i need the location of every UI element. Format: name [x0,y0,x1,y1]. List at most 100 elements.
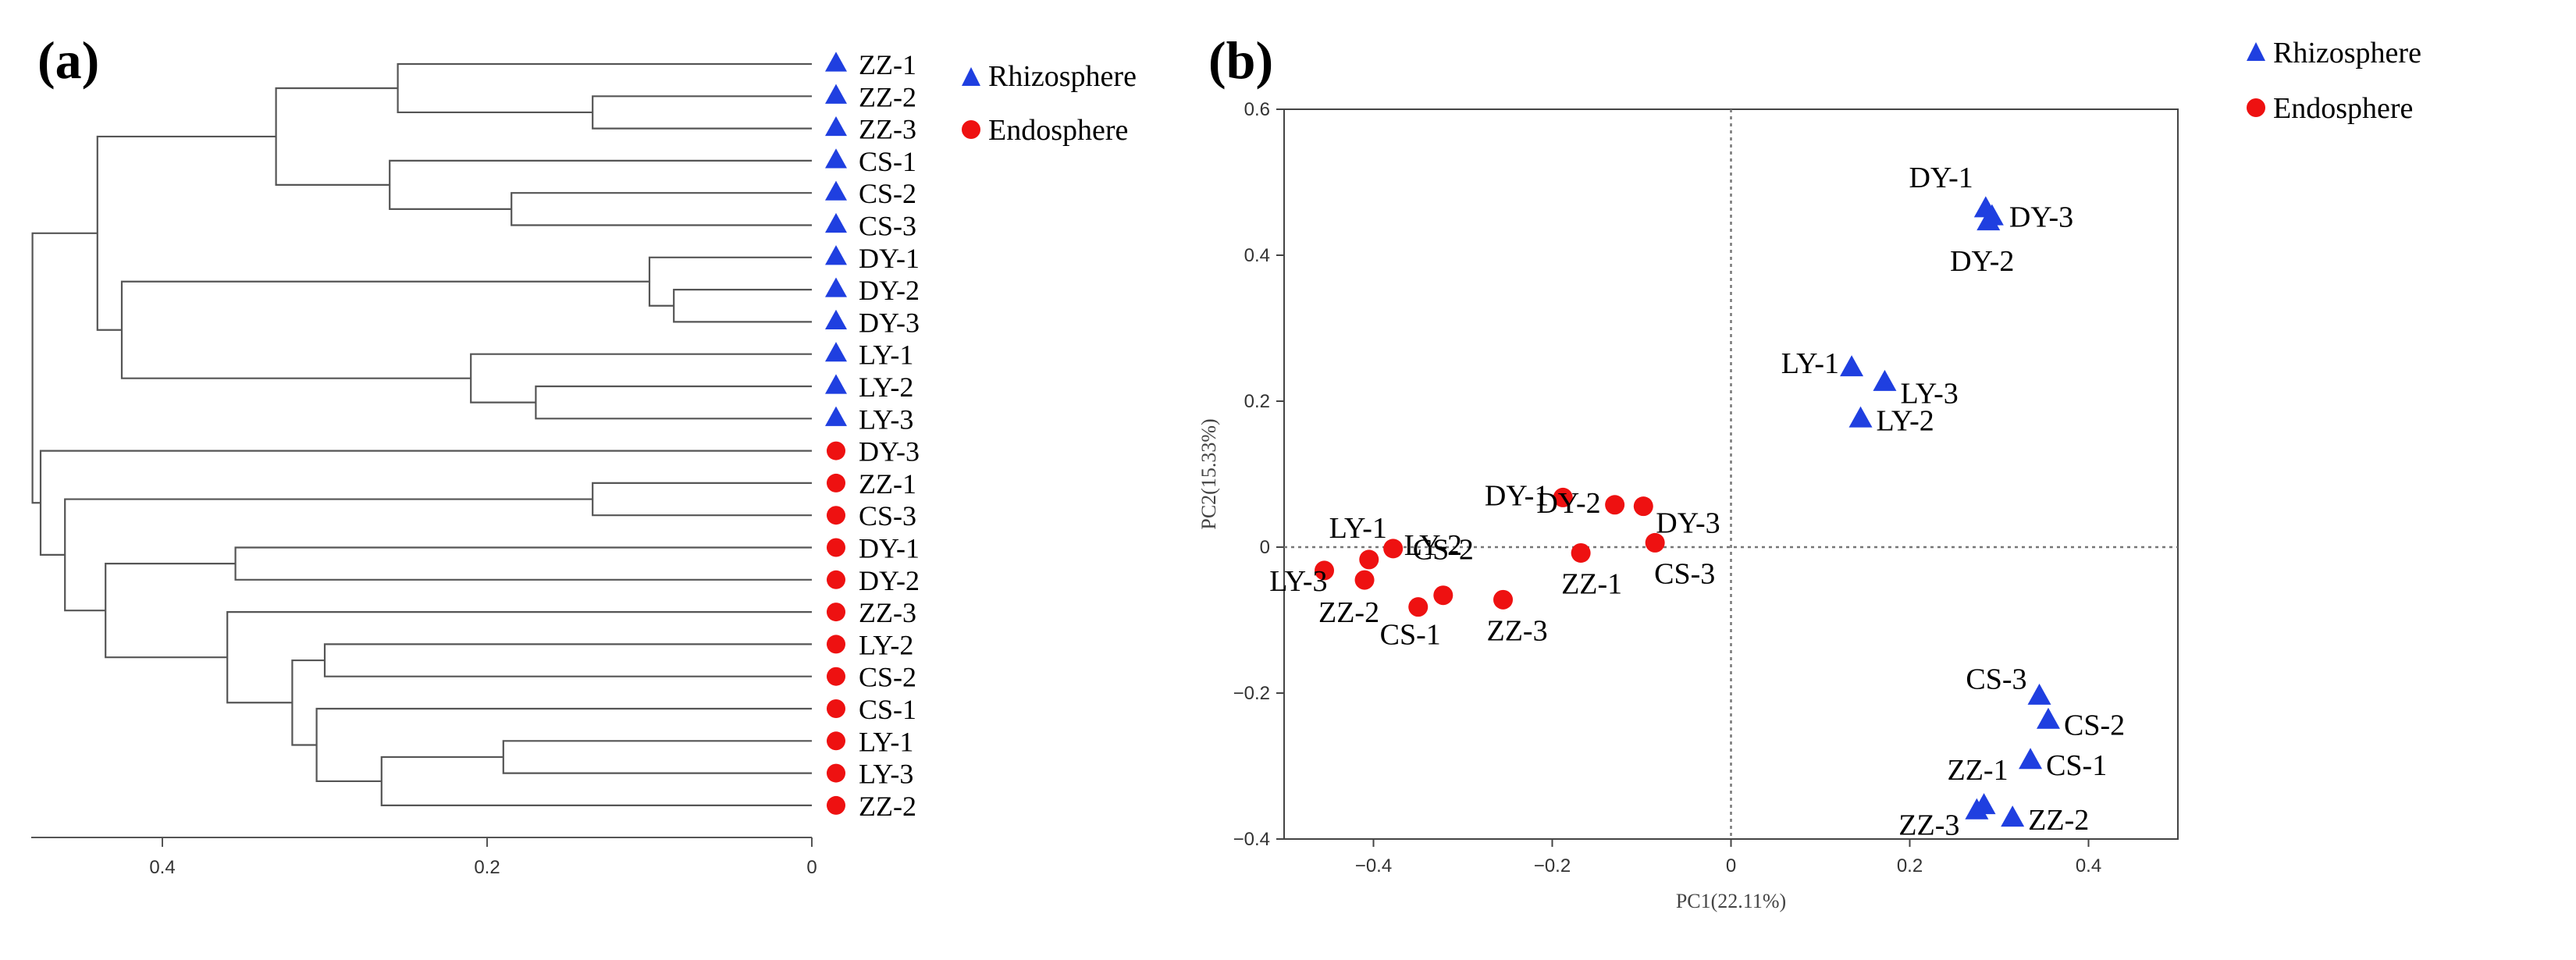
leaf-circle-marker [827,731,845,751]
dendrogram-branch [502,740,812,774]
point-label: DY-1 [1485,479,1549,512]
dendrogram-branch [470,353,812,404]
y-tick-label: 0 [1260,537,1270,558]
panel-a-letter: (a) [37,30,99,90]
leaf-label: DY-2 [859,275,920,306]
rhizosphere-point [1873,369,1897,391]
rhizosphere-point [2001,805,2025,827]
leaf-circle-marker [827,603,845,622]
endosphere-point [1645,532,1665,553]
point-label: LY-3 [1269,565,1327,598]
rhizosphere-point [1848,406,1873,428]
dendrogram-tick-label: 0.4 [149,857,175,878]
dendrogram-leaves: ZZ-1ZZ-2ZZ-3CS-1CS-2CS-3DY-1DY-2DY-3LY-1… [825,49,920,822]
point-label: DY-3 [2009,201,2073,233]
x-tick-label: 0 [1726,855,1736,876]
dendrogram-branch [323,643,812,677]
leaf-circle-marker [827,763,845,783]
leaf-circle-marker [827,795,845,815]
point-label: CS-3 [1654,557,1715,590]
dendrogram-axis: 0.4 0.2 0 [31,837,817,878]
dendrogram-branch [39,450,812,556]
leaf-label: LY-1 [859,726,913,757]
y-tick-label: −0.2 [1233,683,1270,704]
point-label: ZZ-3 [1898,809,1959,841]
x-tick-label: 0.4 [2076,855,2101,876]
leaf-triangle-marker [825,84,847,104]
x-axis-title: PC1(22.11%) [1676,890,1786,912]
rhizosphere-point [2027,683,2051,705]
panel-b-letter: (b) [1208,30,1273,90]
x-tick-label: −0.2 [1534,855,1571,876]
dendrogram-branch [96,135,276,331]
pca-axes: −0.4 −0.2 0 0.2 0.4 −0.4 −0.2 0 0.2 0.4 0.6 [1233,99,2102,876]
leaf-label: LY-2 [859,629,913,660]
leaf-circle-marker [827,506,845,525]
legend-b-endosphere-label: Endosphere [2273,92,2413,125]
dendrogram-tick-label: 0.2 [474,857,500,878]
dendrogram-branch [315,707,812,783]
point-label: LY-3 [1900,378,1958,411]
point-label: CS-2 [2064,709,2125,742]
point-label: LY-2 [1404,529,1462,562]
y-tick-label: 0.4 [1244,245,1270,266]
endosphere-point [1408,597,1429,617]
point-label: DY-2 [1536,487,1600,520]
leaf-triangle-marker [825,180,847,201]
dendrogram-branch [380,756,812,806]
legend-b-endosphere-circle-icon [2247,98,2265,117]
reference-lines [1284,109,2178,839]
rhizosphere-point [1965,798,1989,820]
leaf-circle-marker [827,570,845,589]
dendrogram-branch [234,546,812,581]
leaf-label: CS-1 [859,694,916,725]
legend-a-rhizosphere-triangle-icon [962,67,980,86]
dendrogram-branches [31,62,812,806]
leaf-circle-marker [827,538,845,557]
leaf-triangle-marker [825,148,847,169]
legend-a-endosphere-label: Endosphere [988,114,1128,147]
point-label: ZZ-1 [1561,567,1622,600]
dendrogram-tick-label: 0 [806,857,817,878]
leaf-label: ZZ-2 [859,81,916,112]
leaf-circle-marker [827,699,845,718]
dendrogram-branch [291,659,325,746]
point-label: CS-1 [2046,749,2107,782]
y-tick-label: 0.2 [1244,391,1270,412]
leaf-triangle-marker [825,116,847,137]
point-label: CS-3 [1966,663,2026,696]
y-tick-label: −0.4 [1233,829,1270,850]
leaf-label: ZZ-1 [859,468,916,500]
point-label: ZZ-1 [1947,754,2008,787]
leaf-circle-marker [827,635,845,654]
x-tick-label: −0.4 [1355,855,1392,876]
point-label: LY-2 [1877,404,1934,437]
endosphere-point [1383,539,1404,559]
point-label: LY-1 [1781,347,1839,380]
endosphere-point [1493,589,1514,610]
leaf-label: DY-3 [859,436,920,468]
leaf-label: ZZ-2 [859,791,916,822]
endosphere-point [1315,560,1335,581]
leaf-label: ZZ-3 [859,114,916,145]
pca-panel: (b) −0.4 −0.2 0 0.2 0.4 −0.4 −0.2 0 0.2 0.4 0.6 DY… [1197,30,2421,912]
legend-b: Rhizosphere Endosphere [2247,37,2421,125]
rhizosphere-point [1976,209,2001,231]
rhizosphere-point [2036,707,2060,729]
point-label: CS-1 [1380,619,1441,652]
legend-a: Rhizosphere Endosphere [962,60,1137,147]
endosphere-point [1359,549,1379,570]
leaf-circle-marker [827,473,845,492]
point-label: DY-3 [1656,507,1720,540]
endosphere-point [1571,542,1591,563]
dendrogram-branch [64,498,593,612]
rhizosphere-point [2019,748,2043,770]
dendrogram-branch [105,563,236,659]
y-axis-title: PC2(15.33%) [1197,418,1220,529]
endosphere-point [1605,495,1625,515]
dendrogram-branch [511,192,812,226]
pca-point-labels: DY-1DY-3DY-2LY-1LY-3LY-2CS-3CS-2CS-1ZZ-1… [1269,162,2125,841]
dendrogram-branch [592,95,812,130]
dendrogram-branch [275,87,398,186]
